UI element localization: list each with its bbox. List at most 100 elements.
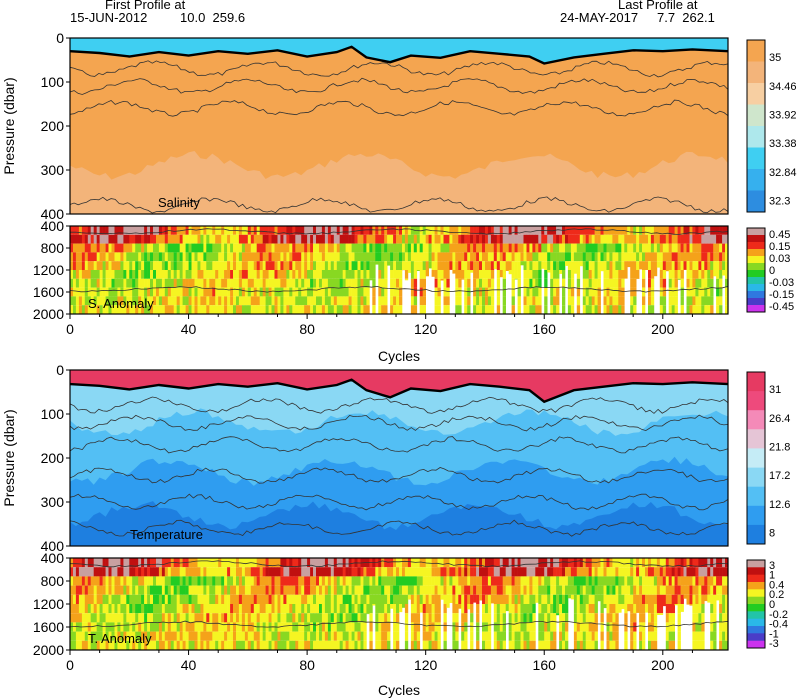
anomaly-cell xyxy=(265,234,269,244)
anomaly-cell xyxy=(336,576,341,586)
anomaly-cell xyxy=(701,226,705,235)
anomaly-cell xyxy=(496,631,501,641)
anomaly-cell xyxy=(591,278,595,288)
anomaly-cell xyxy=(529,296,533,306)
anomaly-cell xyxy=(167,270,172,279)
anomaly-cell xyxy=(621,585,625,595)
anomaly-cell xyxy=(147,261,151,270)
anomaly-cell xyxy=(333,243,338,253)
anomaly-cell xyxy=(615,287,619,297)
anomaly-cell xyxy=(686,576,690,586)
anomaly-cell xyxy=(357,278,361,288)
anomaly-cell xyxy=(247,604,252,614)
anomaly-cell xyxy=(280,270,284,279)
anomaly-cell xyxy=(585,622,589,632)
anomaly-cell xyxy=(194,270,198,279)
anomaly-cell xyxy=(307,604,311,614)
anomaly-cell xyxy=(562,234,566,244)
anomaly-cell xyxy=(648,234,652,244)
anomaly-cell xyxy=(440,576,444,586)
anomaly-cell xyxy=(230,296,234,306)
anomaly-cell xyxy=(470,558,474,568)
anomaly-cell xyxy=(431,613,435,623)
anomaly-cell xyxy=(173,270,177,279)
anomaly-cell xyxy=(265,631,269,641)
anomaly-cell xyxy=(671,234,675,244)
anomaly-cell xyxy=(93,278,97,288)
anomaly-cell xyxy=(650,296,655,306)
anomaly-cell xyxy=(550,243,554,253)
anomaly-cell xyxy=(446,270,450,279)
anomaly-cell xyxy=(517,226,521,235)
anomaly-cell xyxy=(487,604,492,614)
anomaly-cell xyxy=(520,243,524,253)
anomaly-cell xyxy=(413,567,418,577)
anomaly-cell xyxy=(639,604,643,614)
anomaly-cell xyxy=(286,622,290,632)
anomaly-cell xyxy=(141,640,145,650)
isoline xyxy=(70,560,729,568)
anomaly-cell xyxy=(621,296,625,306)
anomaly-cell xyxy=(582,622,587,632)
anomaly-cell xyxy=(170,640,175,650)
anomaly-cell xyxy=(404,631,409,641)
anomaly-cell xyxy=(556,270,560,279)
anomaly-cell xyxy=(342,305,346,314)
anomaly-cell xyxy=(324,576,329,586)
anomaly-cell xyxy=(114,640,118,650)
anomaly-cell xyxy=(544,594,548,604)
anomaly-cell xyxy=(443,243,447,253)
anomaly-cell xyxy=(514,558,518,568)
colorbar-label: 3 xyxy=(769,560,775,572)
anomaly-cell xyxy=(114,622,118,632)
anomaly-cell xyxy=(218,243,222,253)
anomaly-cell xyxy=(713,252,717,262)
anomaly-cell xyxy=(236,278,240,288)
anomaly-cell xyxy=(244,567,249,577)
anomaly-cell xyxy=(452,558,456,568)
anomaly-cell xyxy=(70,640,74,650)
anomaly-cell xyxy=(514,622,518,632)
anomaly-cell xyxy=(603,604,607,609)
colorbar-swatch xyxy=(747,277,765,285)
anomaly-cell xyxy=(490,278,495,288)
anomaly-cell xyxy=(452,613,456,623)
anomaly-cell xyxy=(256,252,260,262)
anomaly-cell xyxy=(686,278,690,288)
anomaly-cell xyxy=(650,234,655,244)
anomaly-cell xyxy=(310,622,314,632)
anomaly-cell xyxy=(653,640,658,650)
anomaly-cell xyxy=(206,226,210,235)
anomaly-cell xyxy=(351,270,355,279)
anomaly-cell xyxy=(244,558,249,568)
anomaly-cell xyxy=(256,226,260,235)
anomaly-cell xyxy=(458,585,462,595)
colorbar-swatch xyxy=(747,633,765,641)
colorbar-swatch xyxy=(747,486,765,507)
anomaly-cell xyxy=(132,234,136,244)
anomaly-cell xyxy=(203,604,207,614)
anomaly-cell xyxy=(508,226,512,235)
anomaly-cell xyxy=(565,631,569,641)
anomaly-cell xyxy=(716,585,720,595)
anomaly-cell xyxy=(636,585,640,595)
anomaly-cell xyxy=(161,576,166,586)
anomaly-cell xyxy=(156,594,160,604)
anomaly-cell xyxy=(153,243,157,253)
anomaly-cell xyxy=(404,604,409,614)
anomaly-cell xyxy=(490,261,495,270)
anomaly-cell xyxy=(562,558,566,568)
anomaly-cell xyxy=(277,252,281,262)
anomaly-cell xyxy=(410,567,415,577)
anomaly-cell xyxy=(360,622,364,632)
anomaly-cell xyxy=(203,287,207,297)
anomaly-cell xyxy=(674,576,678,586)
anomaly-cell xyxy=(407,234,412,244)
anomaly-cell xyxy=(490,243,495,253)
anomaly-cell xyxy=(345,613,349,623)
anomaly-cell xyxy=(621,305,625,314)
anomaly-cell xyxy=(550,296,554,306)
anomaly-cell xyxy=(218,558,222,568)
anomaly-cell xyxy=(182,622,186,632)
anomaly-cell xyxy=(603,585,607,595)
